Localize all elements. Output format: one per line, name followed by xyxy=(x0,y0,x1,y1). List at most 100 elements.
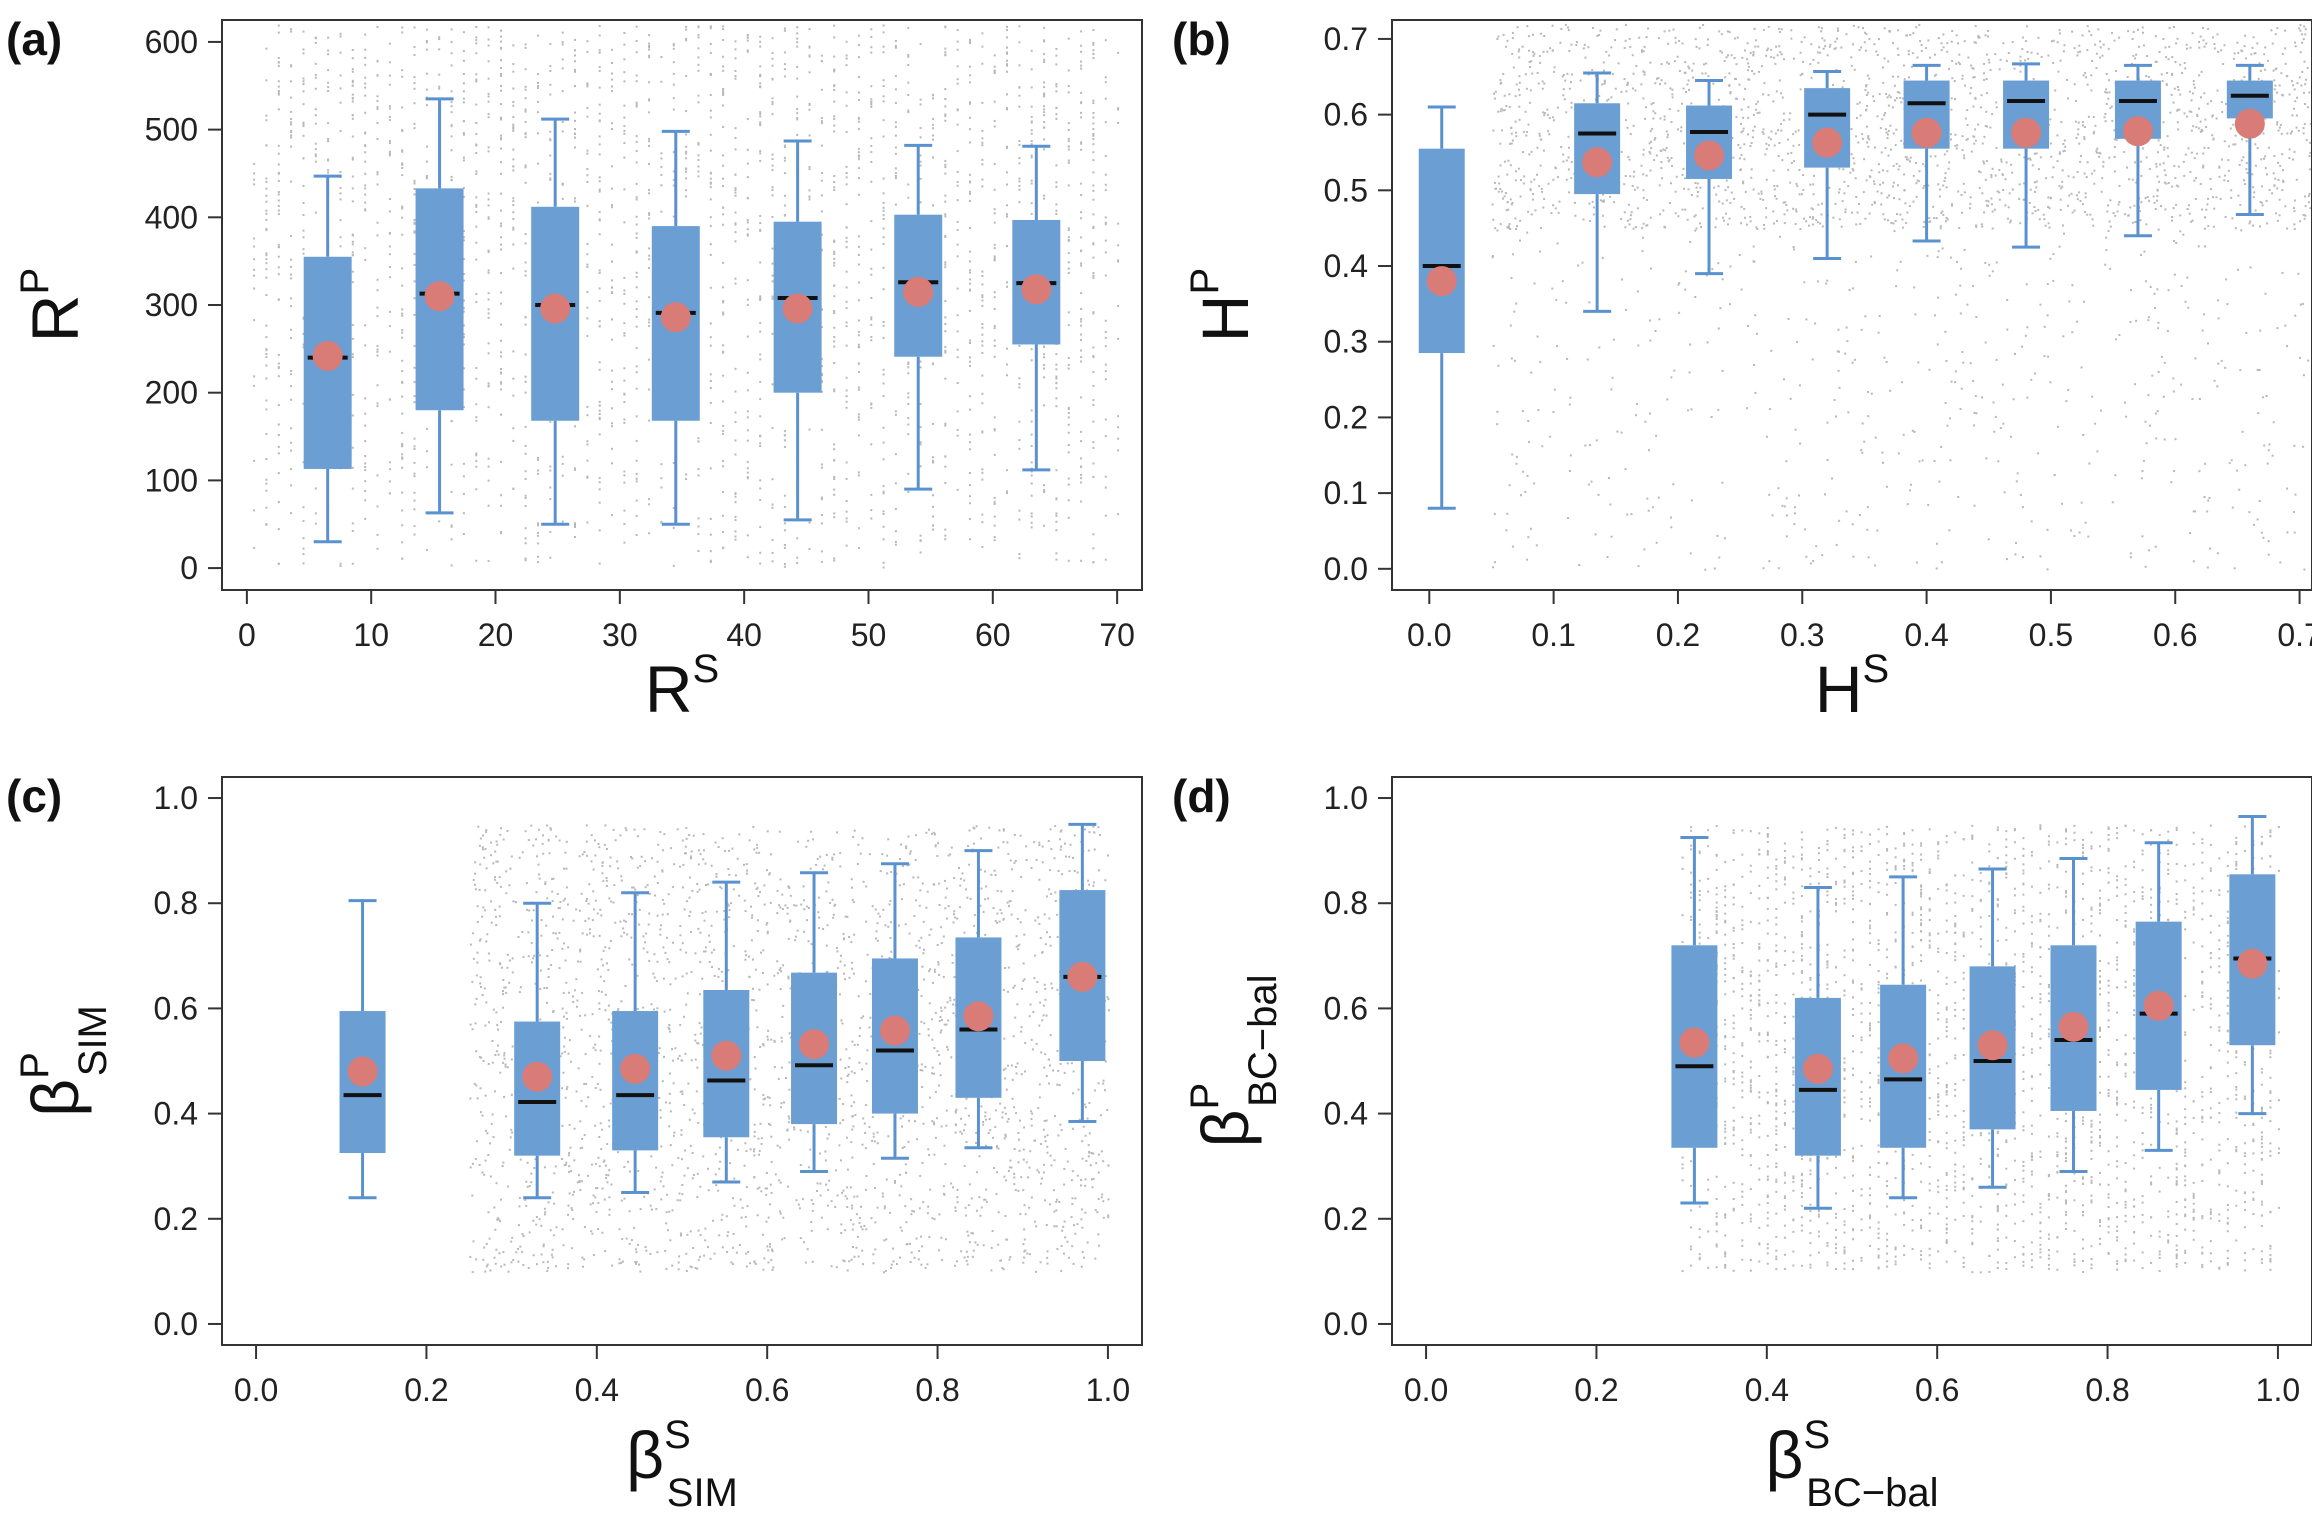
scatter-point xyxy=(685,110,688,113)
scatter-point xyxy=(1743,143,1746,146)
scatter-point xyxy=(1783,213,1786,216)
scatter-point xyxy=(1043,111,1046,114)
scatter-point xyxy=(524,181,527,184)
scatter-point xyxy=(1055,185,1058,188)
scatter-point xyxy=(672,215,675,218)
scatter-point xyxy=(2253,523,2255,526)
scatter-point xyxy=(2172,377,2175,380)
scatter-point xyxy=(2141,535,2144,538)
scatter-point xyxy=(1632,227,1635,230)
scatter-point xyxy=(1568,403,1571,406)
scatter-point xyxy=(1092,243,1095,246)
scatter-point xyxy=(2075,100,2078,102)
scatter-point xyxy=(438,520,441,523)
scatter-point xyxy=(1785,460,1788,463)
scatter-point xyxy=(2173,165,2176,167)
scatter-point xyxy=(1854,260,1857,263)
scatter-point xyxy=(1512,253,1514,256)
scatter-point xyxy=(1809,216,1811,219)
scatter-point xyxy=(845,389,848,392)
scatter-point xyxy=(820,372,823,375)
scatter-point xyxy=(475,143,478,146)
scatter-point xyxy=(1881,451,1884,454)
scatter-point xyxy=(2064,145,2067,148)
scatter-point xyxy=(746,303,749,306)
scatter-point xyxy=(364,480,367,483)
scatter-point xyxy=(771,153,774,156)
scatter-point xyxy=(1981,142,1984,145)
scatter-point xyxy=(1080,64,1083,67)
scatter-point xyxy=(1649,339,1652,342)
scatter-point xyxy=(2140,477,2143,480)
scatter-point xyxy=(1092,143,1095,146)
scatter-point xyxy=(314,155,317,158)
scatter-point xyxy=(2299,29,2302,32)
scatter-point xyxy=(1006,51,1008,54)
scatter-point xyxy=(302,52,305,55)
scatter-point xyxy=(1080,67,1083,70)
scatter-point xyxy=(1080,91,1083,94)
scatter-point xyxy=(2252,36,2255,39)
scatter-point xyxy=(1962,361,1965,364)
scatter-point xyxy=(2206,203,2209,206)
scatter-point xyxy=(857,330,860,333)
scatter-point xyxy=(734,367,737,370)
scatter-point xyxy=(2099,56,2101,59)
box-1 xyxy=(303,174,352,544)
scatter-point xyxy=(1067,145,1070,148)
scatter-point xyxy=(1950,97,1953,100)
scatter-point xyxy=(2221,158,2223,161)
scatter-point xyxy=(574,522,576,525)
scatter-point xyxy=(1826,54,1829,57)
scatter-point xyxy=(969,339,971,342)
scatter-point xyxy=(1498,182,1501,185)
scatter-point xyxy=(2303,568,2306,571)
scatter-point xyxy=(1750,176,1753,179)
scatter-point xyxy=(1080,324,1083,327)
scatter-point xyxy=(450,149,453,152)
y-axis-label: RP xyxy=(13,268,92,342)
scatter-point xyxy=(364,86,367,89)
scatter-point xyxy=(870,105,873,108)
scatter-point xyxy=(277,93,280,96)
scatter-point xyxy=(302,461,305,464)
scatter-point xyxy=(1903,189,1906,192)
scatter-point xyxy=(1990,174,1993,176)
scatter-point xyxy=(1920,43,1923,46)
scatter-point xyxy=(1694,296,1697,298)
scatter-point xyxy=(1502,73,1505,75)
scatter-point xyxy=(1775,197,1778,200)
scatter-point xyxy=(1883,218,1886,221)
scatter-point xyxy=(351,187,354,190)
scatter-point xyxy=(1598,34,1601,36)
scatter-point xyxy=(2286,132,2289,135)
scatter-point xyxy=(759,353,762,356)
scatter-point xyxy=(1649,152,1652,155)
scatter-point xyxy=(2224,366,2227,369)
scatter-point xyxy=(1104,319,1107,322)
scatter-point xyxy=(2245,168,2248,171)
scatter-point xyxy=(1018,184,1021,187)
scatter-point xyxy=(870,161,873,163)
scatter-point xyxy=(1792,246,1795,248)
scatter-point xyxy=(2157,228,2160,231)
scatter-point xyxy=(351,81,354,84)
scatter-point xyxy=(2004,204,2007,207)
scatter-point xyxy=(2262,536,2265,539)
scatter-point xyxy=(2153,201,2156,204)
scatter-point xyxy=(635,198,638,201)
scatter-point xyxy=(561,43,564,46)
scatter-point xyxy=(771,57,774,60)
scatter-point xyxy=(388,310,391,313)
scatter-point xyxy=(290,370,293,372)
scatter-point xyxy=(882,31,885,34)
scatter-point xyxy=(1772,100,1775,103)
scatter-point xyxy=(1732,156,1735,159)
scatter-point xyxy=(1503,195,1506,198)
scatter-point xyxy=(1499,223,1502,226)
scatter-point xyxy=(1581,261,1584,264)
scatter-point xyxy=(2196,113,2199,116)
scatter-point xyxy=(2258,369,2261,371)
scatter-point xyxy=(1984,341,1987,344)
scatter-point xyxy=(1499,142,1502,145)
